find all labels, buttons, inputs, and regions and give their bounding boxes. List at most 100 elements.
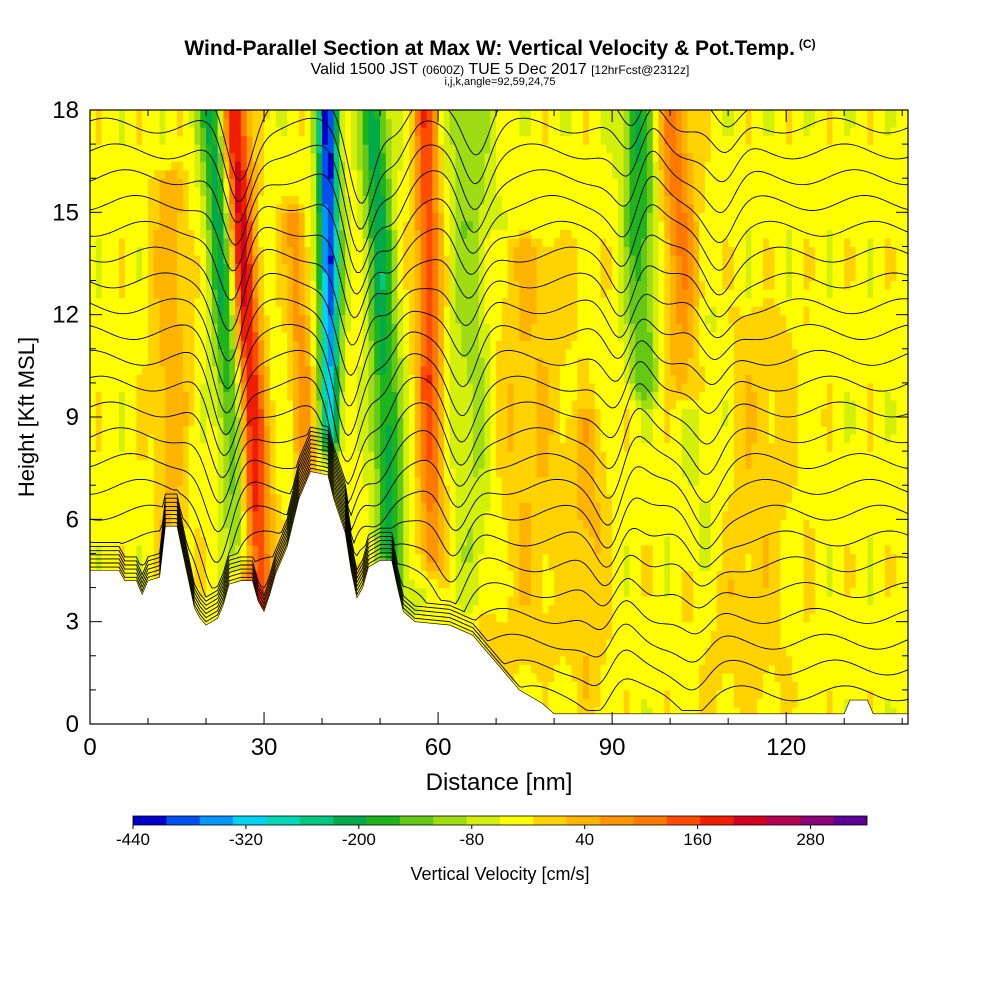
velocity-cell: [159, 127, 167, 137]
velocity-cell: [449, 186, 457, 196]
velocity-cell: [345, 357, 352, 367]
velocity-cell: [252, 399, 259, 410]
velocity-cell: [281, 502, 288, 512]
velocity-cell: [188, 110, 196, 120]
velocity-cell: [246, 425, 254, 435]
velocity-cell: [136, 110, 143, 120]
velocity-cell: [200, 536, 207, 546]
velocity-cell: [223, 382, 230, 393]
velocity-cell: [461, 220, 468, 230]
velocity-cell: [269, 544, 277, 555]
velocity-cell: [333, 229, 341, 239]
velocity-cell: [246, 144, 254, 154]
velocity-cell: [101, 425, 108, 435]
velocity-cell: [264, 272, 271, 282]
velocity-cell: [391, 331, 399, 341]
velocity-cell: [484, 604, 491, 614]
velocity-cell: [420, 348, 428, 358]
velocity-cell: [153, 442, 161, 452]
velocity-cell: [409, 254, 416, 265]
velocity-cell: [351, 169, 358, 179]
velocity-cell: [420, 417, 428, 427]
velocity-cell: [165, 485, 172, 495]
velocity-cell: [310, 263, 317, 273]
velocity-cell: [490, 596, 497, 606]
velocity-cell: [397, 425, 404, 435]
velocity-cell: [206, 229, 213, 239]
velocity-cell: [426, 152, 433, 162]
velocity-cell: [472, 374, 480, 384]
velocity-cell: [484, 536, 491, 546]
velocity-cell: [362, 374, 370, 384]
velocity-cell: [136, 169, 143, 179]
velocity-cell: [362, 340, 370, 350]
velocity-cell: [223, 212, 230, 222]
velocity-cell: [269, 519, 277, 529]
velocity-cell: [148, 519, 155, 529]
velocity-cell: [119, 459, 126, 469]
velocity-cell: [472, 127, 480, 137]
velocity-cell: [345, 297, 352, 307]
velocity-cell: [455, 587, 462, 597]
velocity-cell: [351, 399, 358, 410]
velocity-cell: [246, 434, 254, 444]
velocity-cell: [409, 604, 416, 614]
velocity-cell: [258, 331, 265, 341]
velocity-cell: [478, 118, 486, 128]
velocity-cell: [356, 289, 364, 299]
velocity-cell: [275, 161, 283, 171]
velocity-cell: [240, 144, 248, 154]
velocity-cell: [95, 254, 103, 265]
velocity-cell: [275, 178, 283, 188]
velocity-cell: [235, 229, 242, 239]
velocity-cell: [298, 220, 306, 230]
velocity-cell: [356, 553, 364, 563]
velocity-cell: [327, 152, 335, 162]
velocity-cell: [467, 297, 474, 307]
velocity-cell: [148, 536, 155, 546]
velocity-cell: [159, 203, 167, 213]
velocity-cell: [455, 442, 462, 452]
velocity-cell: [403, 186, 410, 196]
velocity-cell: [438, 254, 445, 265]
velocity-cell: [153, 536, 161, 546]
velocity-cell: [101, 331, 108, 341]
velocity-cell: [107, 220, 114, 230]
velocity-cell: [269, 408, 277, 418]
velocity-cell: [159, 323, 167, 333]
velocity-cell: [269, 331, 277, 341]
velocity-cell: [153, 408, 161, 418]
velocity-cell: [188, 127, 196, 137]
velocity-cell: [356, 442, 364, 452]
velocity-cell: [293, 365, 300, 375]
velocity-cell: [206, 442, 213, 452]
velocity-cell: [362, 178, 370, 188]
velocity-cell: [356, 357, 364, 367]
velocity-cell: [403, 596, 410, 606]
velocity-cell: [391, 434, 399, 444]
velocity-cell: [449, 118, 457, 128]
velocity-cell: [252, 118, 259, 128]
velocity-cell: [153, 169, 161, 179]
velocity-cell: [90, 254, 97, 265]
velocity-cell: [380, 152, 387, 162]
velocity-cell: [455, 365, 462, 375]
velocity-cell: [159, 118, 167, 128]
velocity-cell: [461, 493, 468, 503]
velocity-cell: [142, 314, 149, 324]
velocity-cell: [484, 254, 491, 265]
velocity-cell: [345, 459, 352, 469]
velocity-cell: [333, 144, 341, 154]
velocity-cell: [449, 161, 457, 171]
velocity-cell: [293, 399, 300, 410]
velocity-cell: [171, 331, 178, 341]
velocity-cell: [194, 195, 201, 205]
velocity-cell: [200, 604, 207, 614]
velocity-cell: [165, 434, 172, 444]
velocity-cell: [484, 374, 491, 384]
velocity-cell: [194, 314, 201, 324]
velocity-cell: [409, 596, 416, 606]
velocity-cell: [467, 399, 474, 410]
velocity-cell: [200, 229, 207, 239]
velocity-cell: [264, 220, 271, 230]
